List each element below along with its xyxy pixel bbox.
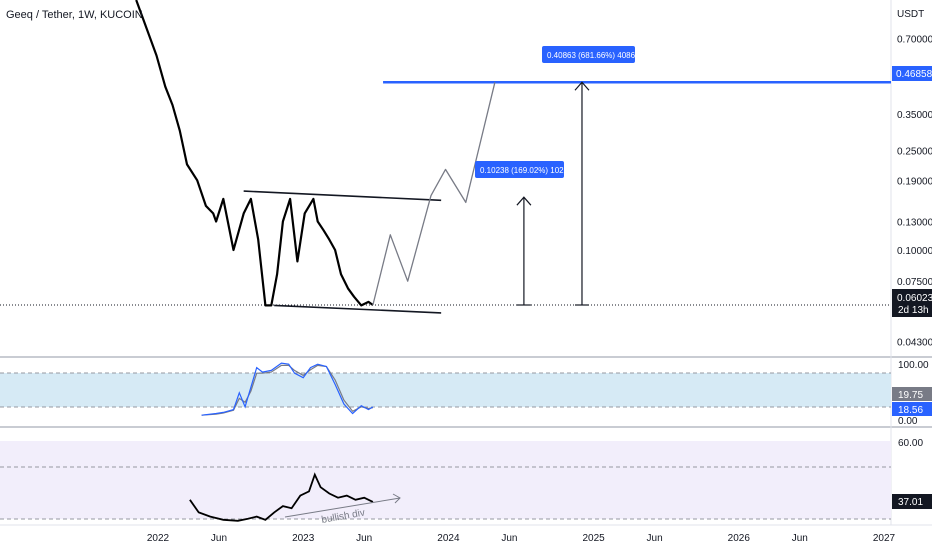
- osc-line[interactable]: [189, 472, 374, 522]
- target-price-label: 0.46858: [896, 69, 932, 80]
- current-price-badge[interactable]: [892, 289, 932, 317]
- rsi-slow-line[interactable]: [201, 364, 374, 416]
- time-tick-label: Jun: [501, 533, 517, 544]
- price-tick-label: 0.10000: [897, 246, 932, 257]
- time-tick-label: 2025: [582, 533, 605, 544]
- osc-band: [0, 441, 891, 519]
- time-tick-label: 2022: [147, 533, 170, 544]
- time-tick-label: Jun: [792, 533, 808, 544]
- price-tick-label: 0.25000: [897, 146, 932, 157]
- price-tick-label: 0.13000: [897, 217, 932, 228]
- time-tick-label: 2023: [292, 533, 315, 544]
- bar-countdown-label: 2d 13h: [898, 305, 929, 316]
- osc-value: 37.01: [898, 497, 923, 508]
- measure-label-1: 0.10238 (169.02%) 10238: [480, 166, 573, 175]
- pattern-lower-line[interactable]: [274, 304, 442, 314]
- price-axis-currency: USDT: [897, 9, 924, 20]
- time-tick-label: 2027: [873, 533, 896, 544]
- time-tick-label: Jun: [356, 533, 372, 544]
- time-tick-label: Jun: [647, 533, 663, 544]
- rsi-tick-100: 100.00: [898, 360, 929, 371]
- measure-label-2: 0.40863 (681.66%) 40863: [547, 51, 640, 60]
- measure-arrowhead-2: [574, 81, 590, 91]
- price-tick-label: 0.35000: [897, 110, 932, 121]
- price-tick-label: 0.07500: [897, 277, 932, 288]
- rsi-value-badge-1[interactable]: [892, 387, 932, 401]
- osc-tick-60: 60.00: [898, 438, 923, 449]
- rsi-value-badge-2[interactable]: [892, 402, 932, 416]
- rsi-value-1: 19.75: [898, 390, 923, 401]
- price-tick-label: 0.19000: [897, 176, 932, 187]
- current-price-label: 0.06023: [897, 293, 932, 304]
- measure-badge-1[interactable]: [475, 161, 564, 178]
- pattern-upper-line[interactable]: [243, 190, 442, 202]
- measure-badge-2[interactable]: [542, 46, 635, 63]
- rsi-fast-line[interactable]: [201, 362, 374, 416]
- rsi-value-2: 18.56: [898, 405, 923, 416]
- measure-arrowhead-1: [516, 196, 532, 206]
- time-tick-label: Jun: [211, 533, 227, 544]
- price-tick-label: 0.70000: [897, 35, 932, 46]
- osc-value-badge[interactable]: [892, 494, 932, 509]
- rsi-band: [0, 373, 891, 407]
- bullish-div-arrow[interactable]: [284, 497, 401, 518]
- time-tick-label: 2026: [728, 533, 751, 544]
- bullish-div-arrowhead: [392, 493, 401, 504]
- price-tick-label: 0.04300: [897, 338, 932, 349]
- target-price-badge[interactable]: [892, 66, 932, 81]
- projection-path-line[interactable]: [372, 82, 496, 306]
- price-series-line[interactable]: [135, 0, 374, 307]
- time-tick-label: 2024: [437, 533, 460, 544]
- rsi-tick-0: 0.00: [898, 416, 918, 427]
- chart-title: Geeq / Tether, 1W, KUCOIN: [6, 9, 143, 21]
